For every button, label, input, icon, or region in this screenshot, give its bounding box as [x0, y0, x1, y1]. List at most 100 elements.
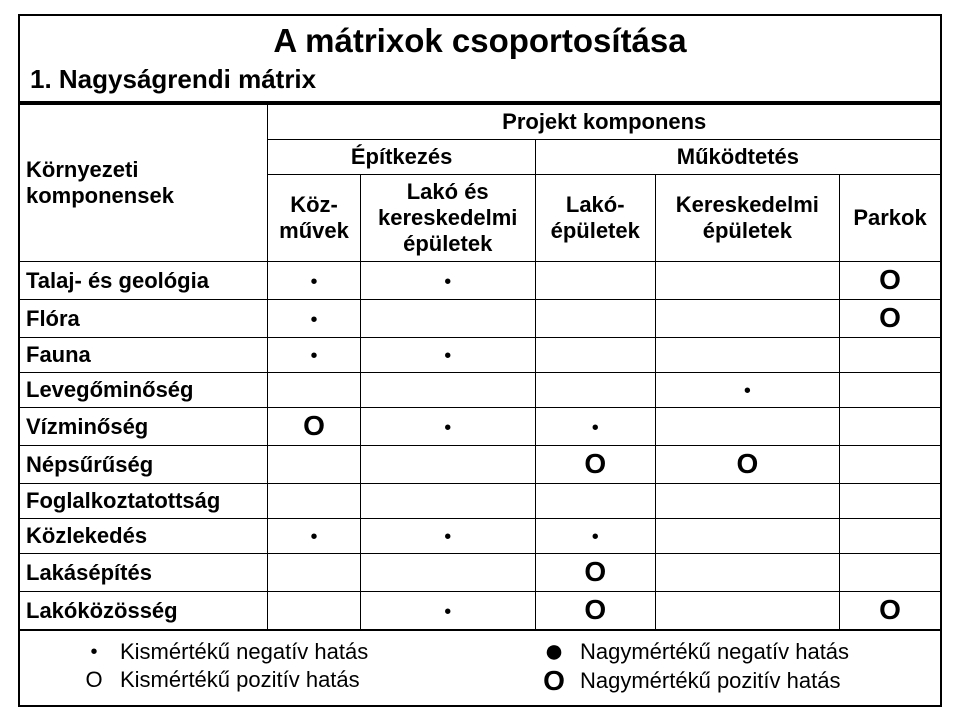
- table-cell: O: [840, 262, 941, 300]
- legend-small-neg-label: Kismértékű negatív hatás: [120, 639, 368, 665]
- table-body: Talaj- és geológia••OFlóra•OFauna••Leveg…: [19, 262, 941, 631]
- table-cell: [268, 554, 360, 592]
- table-cell: •: [360, 592, 535, 631]
- small-dot-icon: •: [744, 380, 751, 402]
- table-cell: [535, 262, 655, 300]
- table-cell: •: [360, 408, 535, 446]
- table-row: Vízminőség O • •: [19, 408, 941, 446]
- table-row: Népsűrűség O O: [19, 446, 941, 484]
- table-cell: •: [268, 519, 360, 554]
- table-cell: [655, 592, 839, 631]
- legend-big-o-icon: O: [540, 667, 568, 695]
- page: A mátrixok csoportosítása 1. Nagyságrend…: [0, 0, 960, 704]
- table-cell: •: [268, 262, 360, 300]
- table-cell: [840, 408, 941, 446]
- table-cell: [535, 373, 655, 408]
- table-row: Foglalkoztatottság: [19, 484, 941, 519]
- table-cell: [360, 373, 535, 408]
- table-cell: [655, 300, 839, 338]
- legend-item: O Nagymértékű pozitív hatás: [540, 667, 940, 695]
- big-o-icon: O: [303, 410, 325, 441]
- legend-big-dot-icon: ●: [540, 640, 568, 664]
- table-cell: •: [535, 519, 655, 554]
- table-row: Fauna • •: [19, 338, 941, 373]
- table-cell: [360, 484, 535, 519]
- table-cell: O: [535, 592, 655, 631]
- table-cell: [655, 519, 839, 554]
- row-label: Foglalkoztatottság: [19, 484, 268, 519]
- legend-item: • Kismértékű negatív hatás: [80, 639, 480, 665]
- legend-small-pos-label: Kismértékű pozitív hatás: [120, 667, 360, 693]
- row-label: Fauna: [19, 338, 268, 373]
- header-res-comm: Lakó és kereskedelmi épületek: [360, 175, 535, 262]
- small-dot-icon: •: [444, 526, 451, 548]
- table-cell: [268, 373, 360, 408]
- big-o-icon: O: [736, 448, 758, 479]
- legend-col-right: ● Nagymértékű negatív hatás O Nagymérték…: [480, 637, 940, 697]
- small-dot-icon: •: [592, 417, 599, 439]
- legend-col-left: • Kismértékű negatív hatás O Kismértékű …: [20, 637, 480, 697]
- subtitle-row: 1. Nagyságrendi mátrix: [18, 60, 942, 103]
- legend-item: O Kismértékű pozitív hatás: [80, 667, 480, 693]
- table-cell: [840, 338, 941, 373]
- header-utilities: Köz- művek: [268, 175, 360, 262]
- table-cell: [840, 519, 941, 554]
- small-dot-icon: •: [311, 345, 318, 367]
- table-cell: [840, 484, 941, 519]
- table-cell: [535, 300, 655, 338]
- table-cell: [655, 408, 839, 446]
- table-cell: O: [268, 408, 360, 446]
- table-cell: [268, 484, 360, 519]
- row-label: Talaj- és geológia: [19, 262, 268, 300]
- legend: • Kismértékű negatív hatás O Kismértékű …: [18, 631, 942, 707]
- legend-big-neg-label: Nagymértékű negatív hatás: [580, 639, 849, 665]
- table-cell: [268, 592, 360, 631]
- row-label: Közlekedés: [19, 519, 268, 554]
- table-row: Közlekedés•••: [19, 519, 941, 554]
- row-label: Vízminőség: [19, 408, 268, 446]
- row-label: Lakóközösség: [19, 592, 268, 631]
- big-o-icon: O: [879, 302, 901, 333]
- small-dot-icon: •: [444, 417, 451, 439]
- header-proj-comp: Projekt komponens: [268, 104, 941, 140]
- table-cell: •: [655, 373, 839, 408]
- table-row: LakásépítésO: [19, 554, 941, 592]
- table-cell: [840, 446, 941, 484]
- table-cell: •: [535, 408, 655, 446]
- row-label: Levegőminőség: [19, 373, 268, 408]
- table-cell: •: [268, 300, 360, 338]
- small-dot-icon: •: [592, 526, 599, 548]
- table-cell: •: [360, 262, 535, 300]
- header-construction: Építkezés: [268, 140, 535, 175]
- row-label: Lakásépítés: [19, 554, 268, 592]
- table-cell: •: [360, 519, 535, 554]
- table-row: Lakóközösség•OO: [19, 592, 941, 631]
- row-label: Népsűrűség: [19, 446, 268, 484]
- header-comm: Kereskedelmi épületek: [655, 175, 839, 262]
- small-dot-icon: •: [311, 309, 318, 331]
- title-bar: A mátrixok csoportosítása: [18, 14, 942, 60]
- table-head: Környezeti komponensek Projekt komponens…: [19, 104, 941, 262]
- table-cell: [360, 300, 535, 338]
- header-env-comp: Környezeti komponensek: [19, 104, 268, 262]
- table-row: Talaj- és geológia • • O: [19, 262, 941, 300]
- matrix-table: Környezeti komponensek Projekt komponens…: [18, 103, 942, 631]
- table-cell: [360, 554, 535, 592]
- big-o-icon: O: [584, 448, 606, 479]
- table-cell: [268, 446, 360, 484]
- legend-small-o-icon: O: [80, 667, 108, 693]
- table-row: Levegőminőség •: [19, 373, 941, 408]
- subtitle: 1. Nagyságrendi mátrix: [30, 64, 940, 95]
- table-cell: O: [840, 592, 941, 631]
- table-cell: [535, 338, 655, 373]
- table-cell: O: [840, 300, 941, 338]
- small-dot-icon: •: [444, 345, 451, 367]
- table-cell: [655, 554, 839, 592]
- small-dot-icon: •: [311, 271, 318, 293]
- big-o-icon: O: [879, 264, 901, 295]
- table-cell: [655, 338, 839, 373]
- row-label: Flóra: [19, 300, 268, 338]
- header-parks: Parkok: [840, 175, 941, 262]
- table-row: Flóra • O: [19, 300, 941, 338]
- legend-small-dot-icon: •: [80, 642, 108, 662]
